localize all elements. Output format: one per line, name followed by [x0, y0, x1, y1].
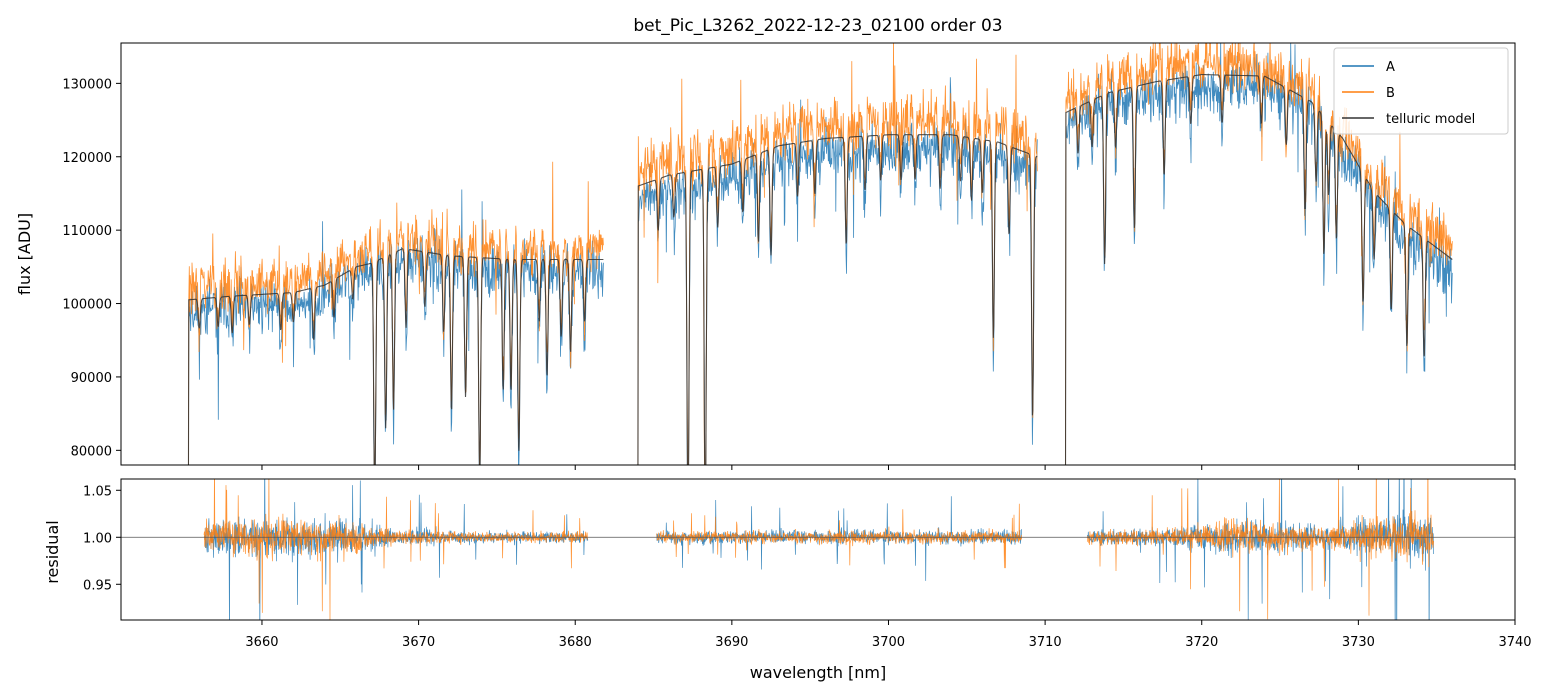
legend: A B telluric model	[1333, 47, 1509, 135]
spectrum-series-b-segment-2	[1065, 43, 1453, 465]
spectrum-y-tick-label: 90000	[71, 371, 112, 386]
spectrum-panel: 80000 90000 100000 110000 120000 130000 flux …	[15, 42, 1516, 470]
legend-box	[1333, 47, 1509, 135]
spectrum-y-tick-label: 80000	[71, 444, 112, 459]
spectrum-y-label: flux [ADU]	[15, 213, 34, 295]
residual-x-tick-label: 3740	[1498, 635, 1531, 650]
spectrum-y-tick-label: 120000	[62, 151, 112, 166]
spectrum-series-telluric-model-segment-1	[637, 134, 1038, 465]
spectrum-frame	[120, 42, 1516, 466]
residual-x-tick-label: 3710	[1029, 635, 1062, 650]
residual-y-tick-label: 1.05	[83, 484, 112, 499]
residual-frame	[120, 478, 1516, 621]
legend-label-b: B	[1386, 86, 1395, 101]
residual-plot-area	[121, 479, 1515, 620]
spectrum-plot-area	[187, 43, 1453, 465]
legend-label-telluric: telluric model	[1386, 112, 1475, 127]
residual-x-tick-label: 3670	[402, 635, 435, 650]
spectrum-y-tick-label: 100000	[62, 298, 112, 313]
legend-label-a: A	[1386, 60, 1395, 75]
residual-axes: 0.95 1.00 1.05 3660 3670 3680 3690 3700 3710 3720…	[83, 484, 1532, 650]
residual-series-b-segment-0	[203, 479, 589, 620]
residual-x-tick-label: 3660	[245, 635, 278, 650]
residual-x-tick-label: 3690	[715, 635, 748, 650]
residual-x-tick-label: 3700	[872, 635, 905, 650]
spectrum-y-tick-label: 130000	[62, 77, 112, 92]
residual-y-label: residual	[43, 520, 62, 583]
residual-series-b-segment-1	[656, 503, 1022, 569]
residual-x-tick-label: 3680	[559, 635, 592, 650]
spectrum-series-telluric-model-segment-2	[1064, 74, 1453, 465]
residual-series-b-segment-2	[1087, 479, 1434, 620]
residual-panel: 0.95 1.00 1.05 3660 3670 3680 3690 3700 3710 3720…	[43, 478, 1532, 682]
spectrum-series-telluric-model-segment-0	[187, 248, 604, 465]
residual-y-tick-label: 1.00	[83, 531, 112, 546]
residual-x-tick-label: 3720	[1185, 635, 1218, 650]
residual-y-tick-label: 0.95	[83, 578, 112, 593]
residual-x-tick-label: 3730	[1342, 635, 1375, 650]
x-axis-label: wavelength [nm]	[750, 663, 887, 682]
chart-title: bet_Pic_L3262_2022-12-23_02100 order 03	[633, 16, 1002, 36]
spectrum-axes: 80000 90000 100000 110000 120000 130000	[62, 77, 1516, 470]
spectrum-y-tick-label: 110000	[62, 224, 112, 239]
